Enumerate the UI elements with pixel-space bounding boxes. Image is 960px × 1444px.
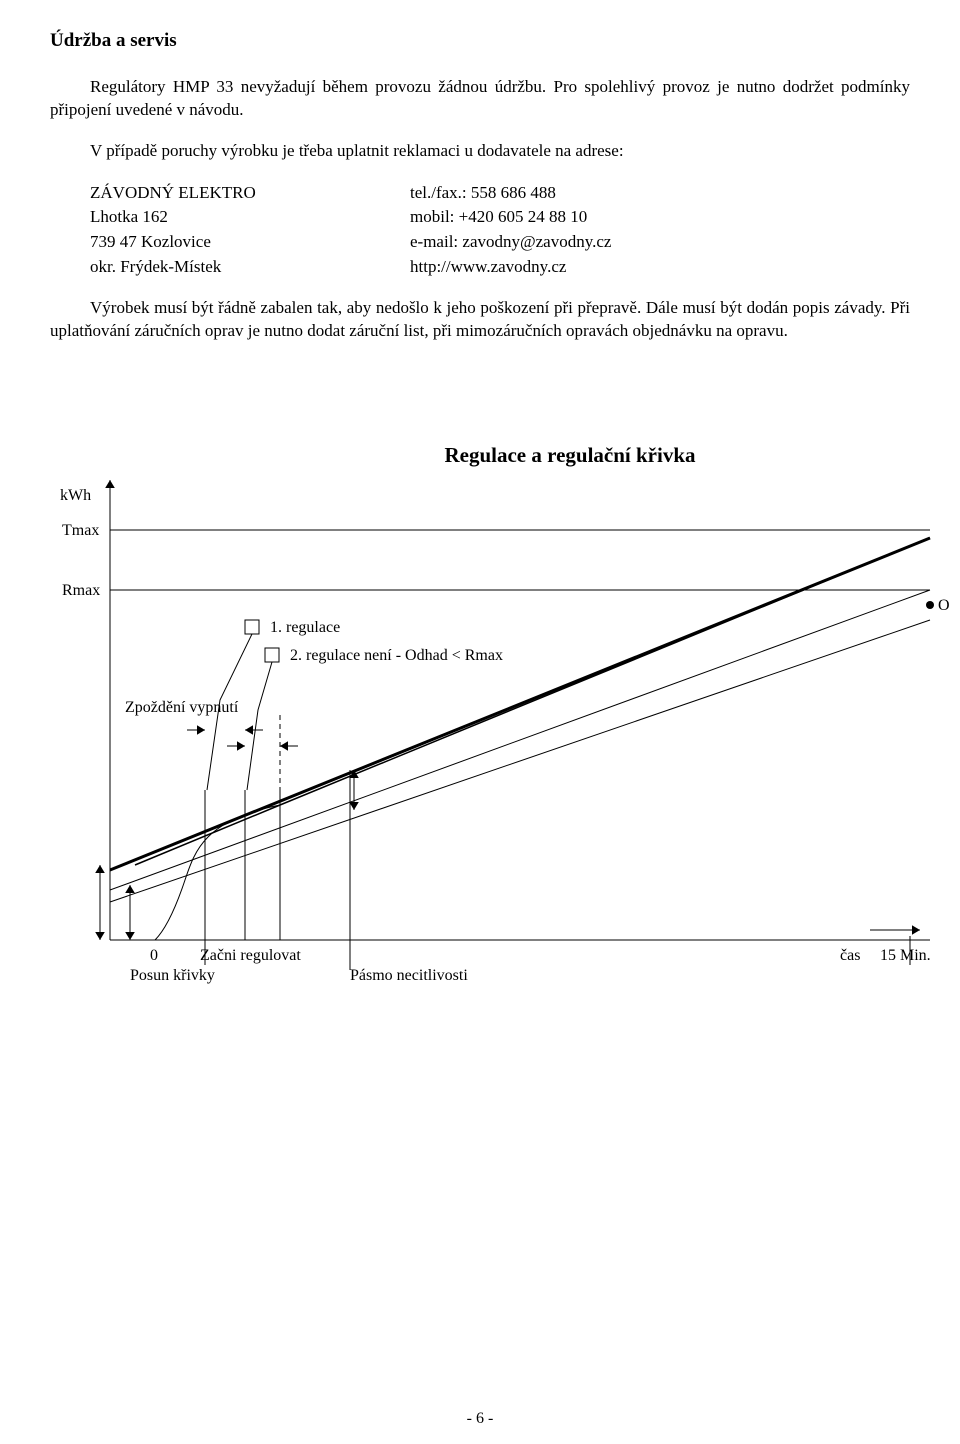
svg-text:kWh: kWh — [60, 487, 91, 504]
svg-text:Posun křivky: Posun křivky — [130, 967, 215, 984]
svg-text:Začni regulovat: Začni regulovat — [200, 947, 301, 964]
address-left: ZÁVODNÝ ELEKTRO Lhotka 162 739 47 Kozlov… — [90, 181, 410, 280]
contact-line: tel./fax.: 558 686 488 — [410, 181, 910, 206]
address-line: Lhotka 162 — [90, 205, 410, 230]
chart-title: Regulace a regulační křivka — [230, 443, 910, 468]
paragraph-1: Regulátory HMP 33 nevyžadují během provo… — [50, 76, 910, 122]
address-right: tel./fax.: 558 686 488 mobil: +420 605 2… — [410, 181, 910, 280]
svg-text:1. regulace: 1. regulace — [270, 619, 340, 636]
paragraph-2: V případě poruchy výrobku je třeba uplat… — [50, 140, 910, 163]
address-block: ZÁVODNÝ ELEKTRO Lhotka 162 739 47 Kozlov… — [90, 181, 910, 280]
chart-container: Regulace a regulační křivka kWhTmaxRmaxO… — [50, 443, 910, 1010]
svg-text:Zpoždění vypnutí: Zpoždění vypnutí — [125, 699, 239, 716]
svg-text:Tmax: Tmax — [62, 522, 99, 539]
svg-text:0: 0 — [150, 947, 158, 964]
svg-text:Odhad: Odhad — [938, 597, 950, 614]
section-title: Údržba a servis — [50, 30, 910, 52]
address-line: 739 47 Kozlovice — [90, 230, 410, 255]
contact-line: e-mail: zavodny@zavodny.cz — [410, 230, 910, 255]
address-line: okr. Frýdek-Místek — [90, 255, 410, 280]
svg-text:Rmax: Rmax — [62, 582, 100, 599]
svg-text:Pásmo necitlivosti: Pásmo necitlivosti — [350, 967, 468, 984]
contact-line: http://www.zavodny.cz — [410, 255, 910, 280]
svg-text:2. regulace není - Odhad < Rma: 2. regulace není - Odhad < Rmax — [290, 647, 503, 664]
page-number: - 6 - — [0, 1410, 960, 1428]
svg-text:čas: čas — [840, 947, 860, 964]
svg-text:15 Min.: 15 Min. — [880, 947, 931, 964]
paragraph-3: Výrobek musí být řádně zabalen tak, aby … — [50, 297, 910, 343]
regulation-chart: kWh Tmax Rmax Odhad Zpoždění vypnutí 1. regul… — [50, 470, 950, 1010]
page: Údržba a servis Regulátory HMP 33 nevyža… — [0, 0, 960, 1444]
contact-line: mobil: +420 605 24 88 10 — [410, 205, 910, 230]
address-line: ZÁVODNÝ ELEKTRO — [90, 181, 410, 206]
